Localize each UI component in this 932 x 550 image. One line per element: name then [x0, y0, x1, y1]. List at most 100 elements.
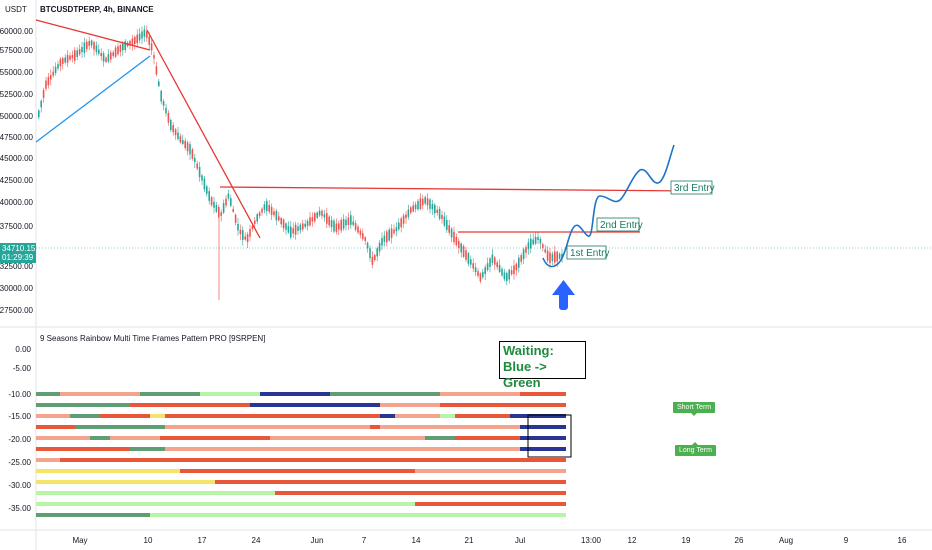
candle-body — [294, 224, 297, 235]
candle-body — [186, 142, 189, 152]
candle-body — [93, 41, 95, 50]
time-tick-label: Jun — [311, 536, 324, 545]
indicator-tick-label: -5.00 — [13, 364, 32, 373]
candle-body — [86, 41, 88, 50]
candle-body — [537, 237, 539, 241]
time-tick-label: 9 — [844, 536, 849, 545]
time-tick-label: 16 — [898, 536, 907, 545]
candle-body — [129, 40, 131, 46]
time-tick-label: 12 — [628, 536, 637, 545]
candle-body — [141, 31, 143, 39]
candle-body — [438, 208, 441, 219]
candle-body — [491, 254, 494, 263]
rainbow-band-segment — [36, 469, 180, 473]
highlight-box — [527, 414, 572, 458]
candle-body — [66, 54, 69, 63]
rainbow-band-segment — [60, 392, 140, 396]
candle-body — [357, 226, 359, 233]
candle-body — [306, 220, 309, 226]
candle-body — [273, 211, 275, 216]
candle-body — [462, 246, 465, 257]
candle-body — [316, 212, 318, 218]
candle-body — [443, 216, 446, 226]
candle-body — [138, 33, 141, 41]
time-tick-label: Jul — [515, 536, 525, 545]
candle-body — [280, 218, 282, 225]
trendline-blue-support[interactable] — [35, 55, 151, 143]
price-tick-label: 52500.00 — [0, 90, 34, 99]
candle-body — [542, 244, 544, 248]
candle-body — [455, 236, 458, 245]
candle-body — [484, 267, 486, 275]
candle-body — [311, 217, 314, 222]
time-tick-label: 21 — [465, 536, 474, 545]
trendline-red-top-left[interactable] — [35, 19, 151, 51]
rainbow-band-segment — [36, 436, 90, 440]
price-tick-label: 40000.00 — [0, 198, 34, 207]
candle-body — [513, 265, 515, 275]
indicator-tick-label: -10.00 — [8, 390, 31, 399]
candle-body — [386, 231, 388, 243]
candle-body — [561, 253, 563, 259]
candle-body — [249, 229, 251, 237]
symbol-title[interactable]: BTCUSDTPERP, 4h, BINANCE — [40, 5, 154, 14]
candle-body — [474, 267, 477, 273]
rainbow-band-segment — [90, 436, 110, 440]
rainbow-band-segment — [36, 480, 215, 484]
candle-body — [551, 253, 554, 262]
price-tick-label: 57500.00 — [0, 46, 34, 55]
candle-body — [287, 226, 290, 233]
price-tick-label: 27500.00 — [0, 306, 34, 315]
rainbow-band-segment — [520, 425, 566, 429]
indicator-title[interactable]: 9 Seasons Rainbow Multi Time Frames Patt… — [40, 334, 266, 343]
short-term-tag: Short Term — [673, 402, 716, 416]
candle-body — [50, 75, 52, 80]
candle-body — [194, 157, 196, 163]
candle-body — [369, 248, 371, 259]
resistance-line-3rd[interactable] — [219, 186, 694, 192]
candle-body — [424, 197, 426, 204]
candle-body — [218, 206, 220, 218]
rainbow-band-segment — [165, 425, 370, 429]
candle-body — [525, 247, 527, 253]
candle-body — [414, 204, 417, 210]
candle-body — [62, 58, 64, 64]
candle-body — [340, 219, 342, 231]
candle-body — [254, 220, 256, 224]
candle-body — [501, 268, 503, 276]
candle-body — [539, 238, 542, 244]
candle-body — [405, 214, 407, 219]
svg-text:1st Entry: 1st Entry — [570, 248, 609, 259]
rainbow-band-segment — [150, 513, 566, 517]
candle-body — [407, 209, 410, 217]
rainbow-band-segment — [520, 392, 566, 396]
candle-body — [314, 213, 316, 222]
rainbow-band-segment — [415, 502, 566, 506]
candle-body — [390, 228, 393, 238]
candle-body — [263, 204, 266, 210]
trendline-red-descending[interactable] — [146, 29, 261, 239]
candle-body — [335, 223, 338, 232]
candle-body — [429, 199, 431, 209]
candle-body — [150, 43, 153, 51]
candle-body — [146, 31, 148, 38]
rainbow-band-segment — [395, 414, 440, 418]
rainbow-band-segment — [36, 425, 75, 429]
candle-body — [155, 66, 158, 75]
rainbow-band-segment — [520, 436, 566, 440]
candle-body — [234, 214, 237, 223]
candle-body — [482, 272, 484, 278]
candle-body — [105, 57, 107, 63]
candle-body — [184, 140, 186, 149]
candlestick-series[interactable] — [38, 25, 563, 300]
time-tick-label: May — [72, 536, 87, 545]
candle-body — [57, 64, 59, 69]
candle-body — [299, 224, 302, 231]
candle-body — [292, 228, 294, 234]
rainbow-band-segment — [520, 447, 566, 451]
candle-body — [162, 101, 165, 106]
candle-body — [38, 110, 40, 118]
candle-body — [556, 251, 558, 262]
time-tick-label: Aug — [779, 536, 793, 545]
